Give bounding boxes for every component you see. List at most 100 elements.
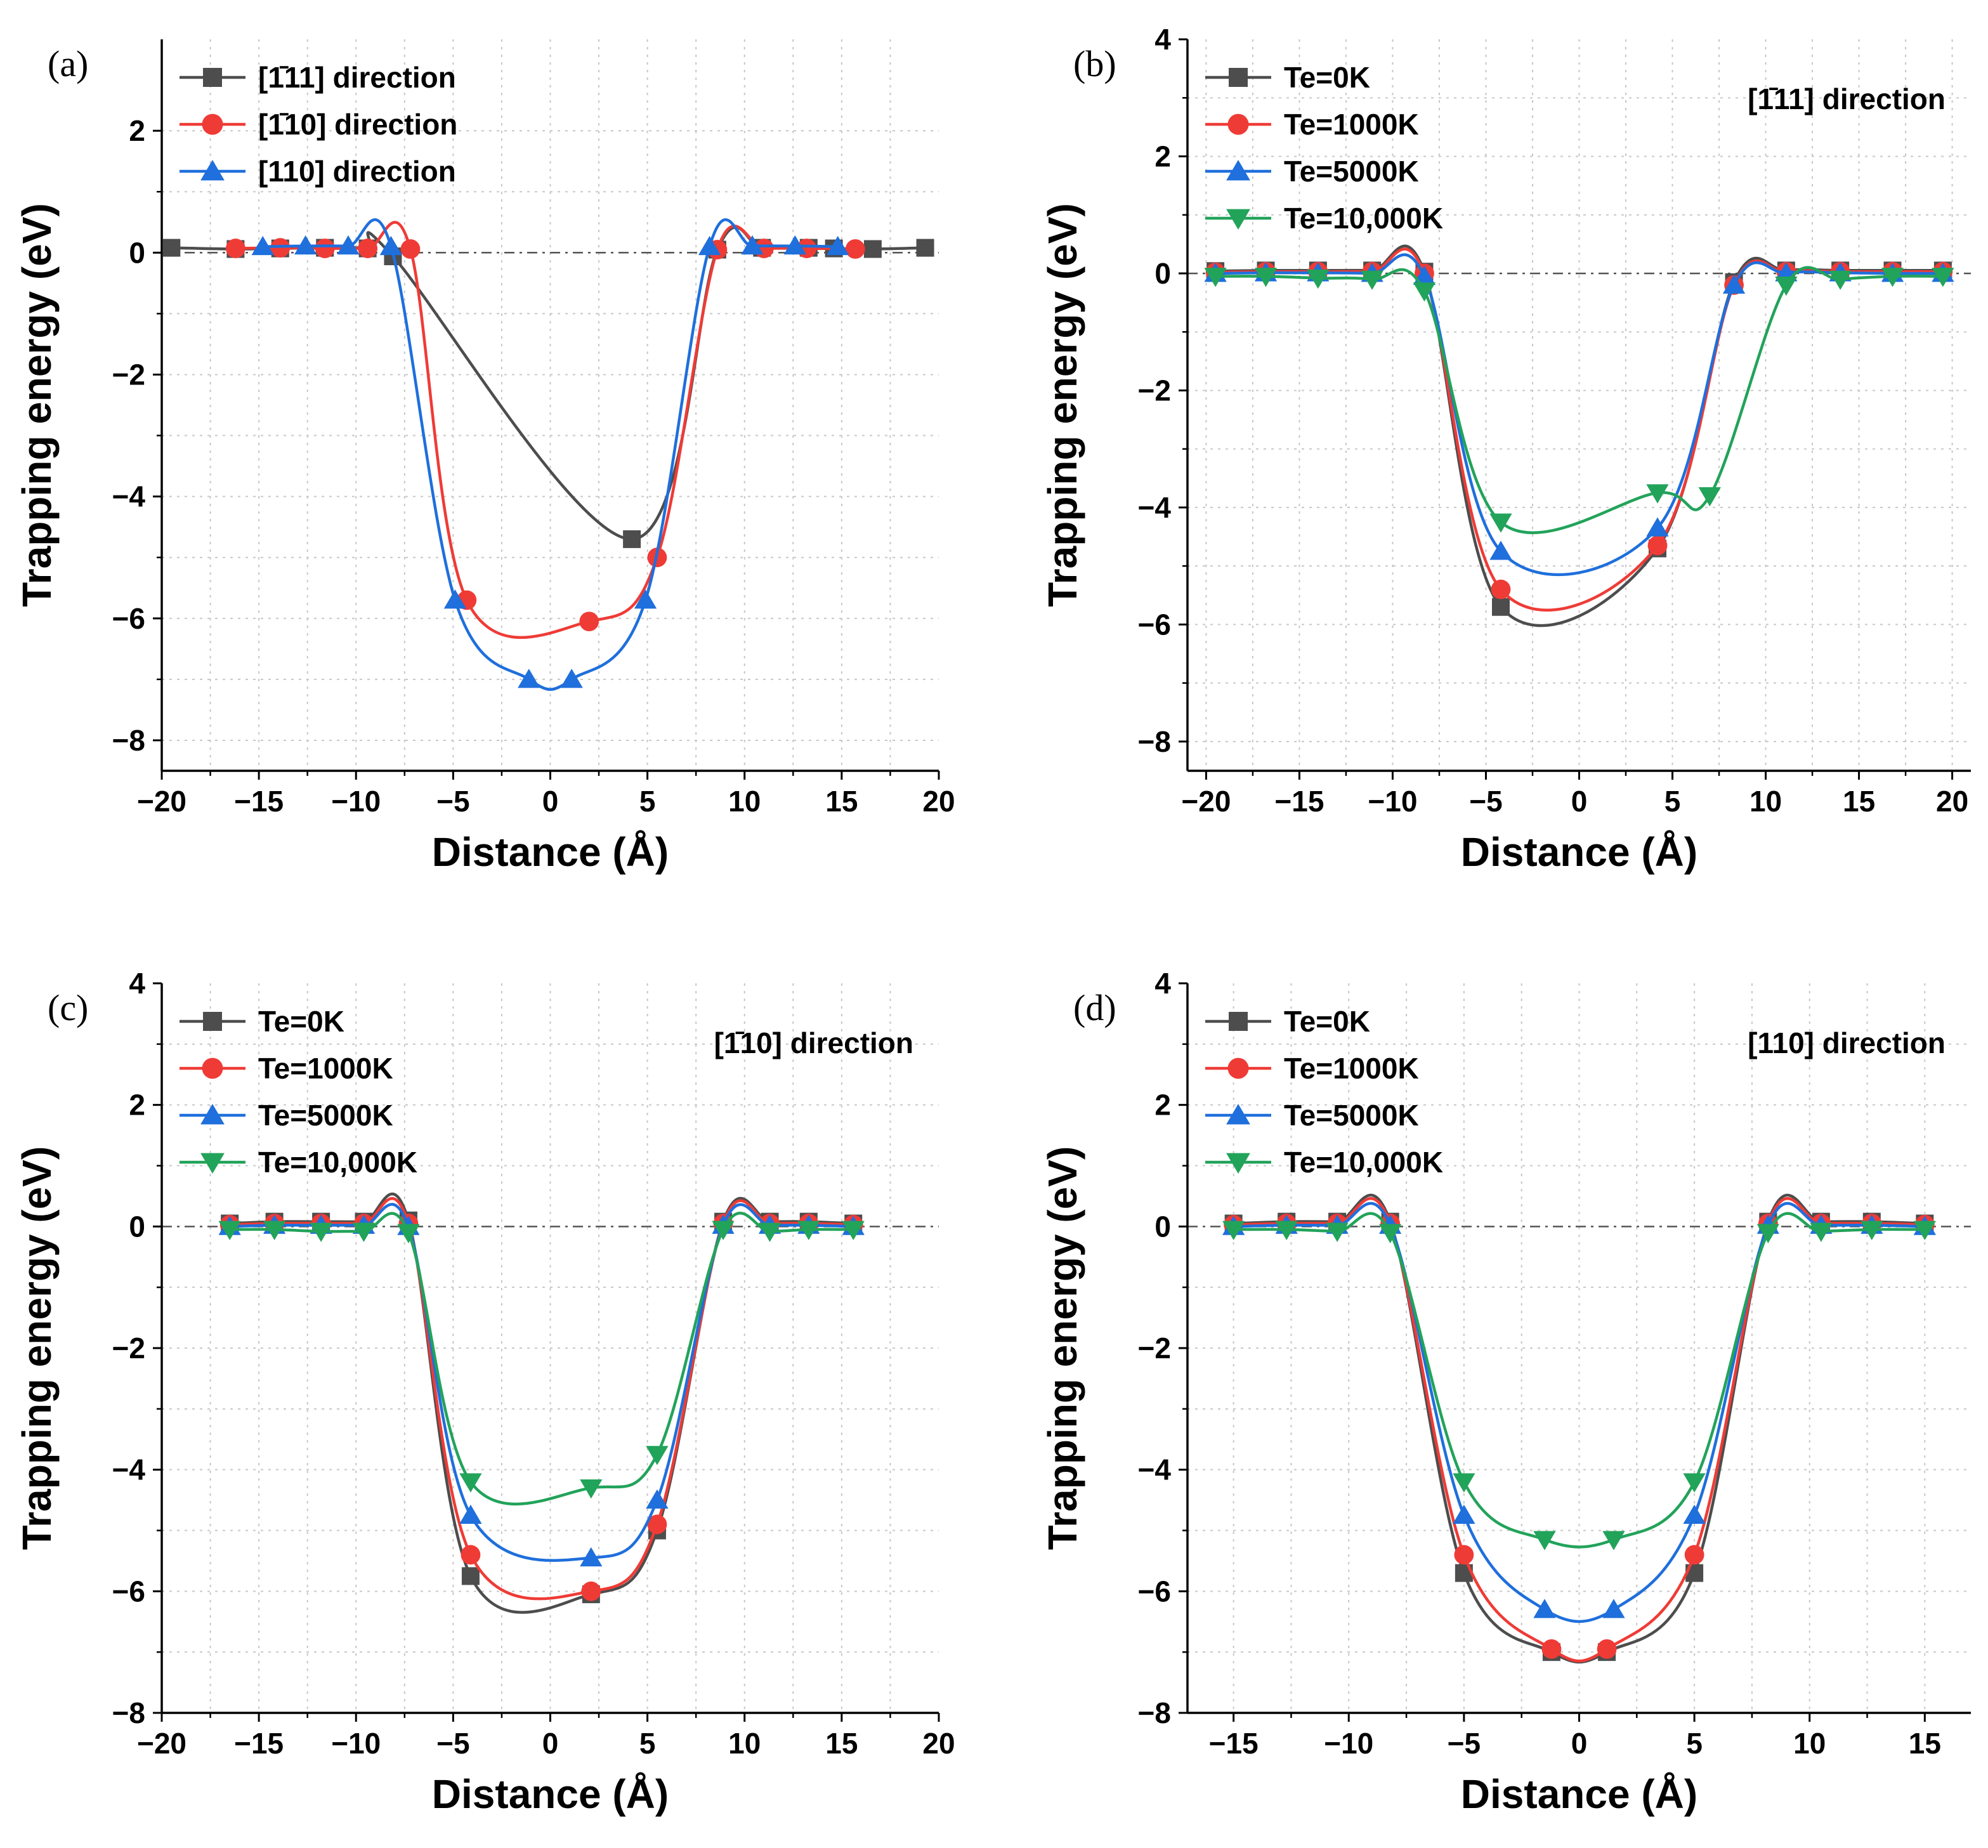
x-tick-label: 5: [1686, 1727, 1703, 1760]
data-point: [1932, 268, 1954, 287]
x-tick-label: −15: [1274, 785, 1324, 818]
x-tick-label: 5: [639, 1727, 656, 1760]
data-point: [1602, 1531, 1625, 1550]
data-point: [225, 239, 245, 258]
legend-marker: [1227, 114, 1249, 135]
data-point: [1698, 487, 1721, 507]
data-point: [461, 1545, 481, 1565]
legend-entry: [1̄10] direction: [258, 108, 457, 141]
x-tick-label: 15: [1843, 785, 1875, 818]
data-point: [263, 1221, 286, 1240]
direction-annotation: [1̄11] direction: [1748, 82, 1945, 115]
data-point: [1647, 535, 1668, 556]
data-point: [518, 669, 540, 688]
series-line: [263, 218, 838, 691]
x-axis-title: Distance (Å): [432, 829, 669, 875]
legend: Te=0K Te=1000K Te=5000K Te=10,000K: [1205, 1005, 1443, 1179]
legend-marker: [1229, 1012, 1248, 1031]
data-point: [1413, 282, 1436, 302]
direction-annotation: [1̄10] direction: [714, 1026, 913, 1059]
legend-marker: [1226, 1104, 1250, 1125]
y-tick-label: 2: [129, 114, 145, 147]
data-point: [1379, 1224, 1402, 1243]
data-point: [1602, 1599, 1625, 1618]
data-point: [294, 235, 317, 255]
x-tick-label: −10: [331, 785, 381, 818]
data-point: [560, 669, 583, 688]
x-tick-label: 0: [542, 785, 559, 818]
series-4: [1222, 1212, 1936, 1550]
y-tick-label: 4: [129, 967, 145, 1000]
data-point: [1684, 1545, 1704, 1565]
grid: [162, 39, 939, 771]
legend-marker: [202, 114, 223, 135]
y-tick-label: 4: [1154, 967, 1171, 1000]
data-point: [1533, 1531, 1556, 1550]
grid: [1187, 983, 1971, 1713]
x-tick-label: −10: [1368, 785, 1417, 818]
x-tick-label: 0: [1571, 785, 1588, 818]
y-tick-label: −2: [112, 1332, 145, 1365]
panel-d: −15 −10 −5 0 5 10 15 −8 −6 −4 −2 0 2 4 Distance (Å) Tra…: [1040, 967, 1971, 1817]
data-point: [1597, 1639, 1617, 1659]
x-tick-label: −20: [137, 785, 186, 818]
grid: [1187, 39, 1971, 771]
legend-marker: [202, 1058, 223, 1079]
x-axis-title: Distance (Å): [1461, 1771, 1697, 1817]
series-4: [1204, 266, 1954, 535]
data-point: [1881, 268, 1904, 287]
y-tick-label: 0: [129, 236, 145, 269]
series-3: [218, 1203, 865, 1567]
grid: [162, 983, 939, 1713]
direction-annotation: [110] direction: [1748, 1026, 1945, 1059]
x-tick-label: −10: [331, 1727, 381, 1760]
data-point: [797, 1221, 820, 1240]
data-point: [1453, 1504, 1475, 1524]
x-tick-label: 10: [1749, 785, 1782, 818]
y-tick-label: −8: [1138, 1696, 1171, 1729]
data-point: [647, 1514, 667, 1535]
data-point: [162, 239, 181, 257]
data-point: [352, 1222, 376, 1242]
data-point: [1533, 1599, 1556, 1618]
data-point: [1683, 1504, 1706, 1524]
x-tick-label: −20: [1181, 785, 1231, 818]
data-point: [579, 612, 599, 631]
data-point: [1307, 269, 1330, 289]
y-tick-label: −2: [1138, 374, 1171, 407]
x-tick-label: 10: [728, 785, 761, 818]
legend-entry: Te=10,000K: [1284, 202, 1443, 235]
data-point: [1254, 268, 1278, 287]
data-point: [698, 235, 721, 256]
series-line: [230, 1203, 854, 1562]
data-point: [1913, 1221, 1936, 1240]
legend-marker: [200, 1153, 225, 1174]
data-point: [1860, 1221, 1883, 1240]
data-point: [758, 1222, 781, 1242]
y-axis-title: Trapping energy (eV): [14, 1146, 60, 1550]
data-point: [1722, 274, 1746, 294]
x-tick-label: 5: [1664, 785, 1681, 818]
x-tick-label: −5: [436, 1727, 469, 1760]
x-tick-label: 10: [1793, 1727, 1826, 1760]
x-tick-label: −5: [1448, 1727, 1481, 1760]
x-tick-label: −10: [1324, 1727, 1373, 1760]
x-tick-label: −15: [234, 1727, 284, 1760]
legend-marker: [203, 1012, 222, 1031]
data-point: [315, 239, 335, 258]
series-1: [221, 1192, 863, 1614]
y-tick-label: 0: [1154, 257, 1171, 290]
y-tick-label: 4: [1154, 23, 1171, 56]
series-3: [251, 218, 849, 691]
x-tick-label: 20: [922, 785, 955, 818]
y-tick-label: 0: [129, 1210, 145, 1243]
y-tick-label: −2: [112, 358, 145, 391]
series-4: [218, 1212, 865, 1506]
data-point: [634, 589, 657, 609]
data-point: [379, 235, 403, 256]
data-point: [580, 1479, 603, 1499]
legend-marker: [1227, 1058, 1249, 1079]
data-point: [646, 1446, 669, 1465]
panel-label: (a): [48, 43, 88, 84]
